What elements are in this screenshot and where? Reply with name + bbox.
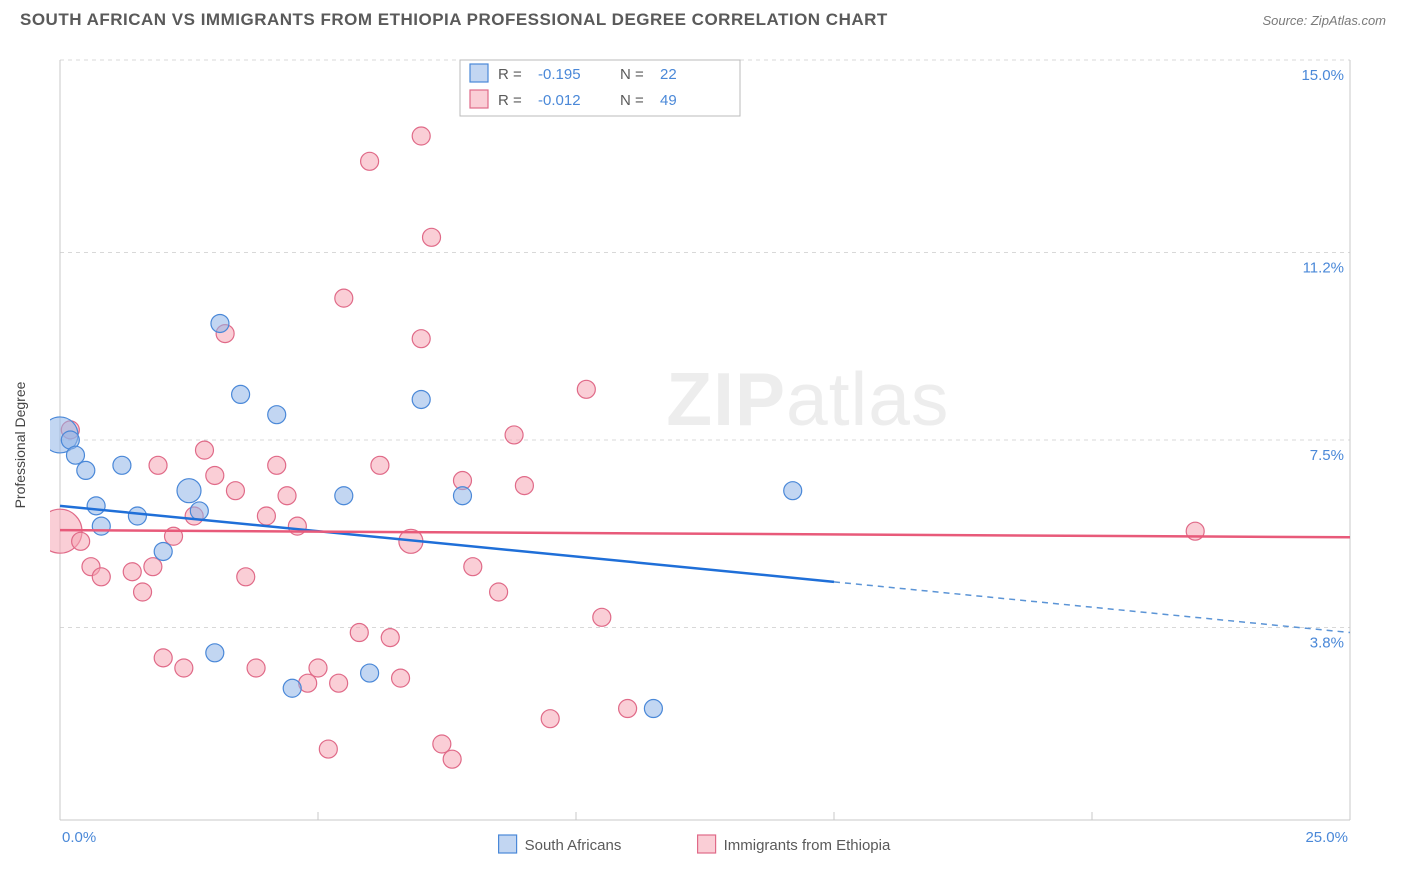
- data-point: [361, 664, 379, 682]
- data-point: [268, 456, 286, 474]
- data-point: [464, 558, 482, 576]
- data-point: [330, 674, 348, 692]
- svg-text:15.0%: 15.0%: [1301, 67, 1344, 84]
- data-point: [190, 502, 208, 520]
- svg-text:-0.195: -0.195: [538, 66, 581, 83]
- data-point: [177, 479, 201, 503]
- legend-label: South Africans: [525, 837, 622, 854]
- data-point: [175, 659, 193, 677]
- data-point: [154, 649, 172, 667]
- data-point: [443, 750, 461, 768]
- legend-swatch: [499, 835, 517, 853]
- data-point: [283, 679, 301, 697]
- data-point: [784, 482, 802, 500]
- svg-text:-0.012: -0.012: [538, 92, 581, 109]
- data-point: [619, 700, 637, 718]
- data-point: [92, 517, 110, 535]
- data-point: [278, 487, 296, 505]
- data-point: [113, 456, 131, 474]
- data-point: [123, 563, 141, 581]
- data-point: [87, 497, 105, 515]
- svg-text:25.0%: 25.0%: [1305, 829, 1348, 846]
- data-point: [195, 441, 213, 459]
- data-point: [72, 532, 90, 550]
- svg-text:11.2%: 11.2%: [1303, 260, 1344, 277]
- data-point: [335, 289, 353, 307]
- data-point: [644, 700, 662, 718]
- data-point: [505, 426, 523, 444]
- data-point: [453, 487, 471, 505]
- data-point: [128, 507, 146, 525]
- data-point: [335, 487, 353, 505]
- svg-text:N =: N =: [620, 92, 644, 109]
- data-point: [134, 583, 152, 601]
- data-point: [593, 608, 611, 626]
- data-point: [361, 152, 379, 170]
- svg-text:49: 49: [660, 92, 677, 109]
- svg-text:22: 22: [660, 66, 677, 83]
- data-point: [144, 558, 162, 576]
- data-point: [433, 735, 451, 753]
- data-point: [423, 228, 441, 246]
- data-point: [392, 669, 410, 687]
- legend-label: Immigrants from Ethiopia: [724, 837, 891, 854]
- data-point: [237, 568, 255, 586]
- data-point: [381, 629, 399, 647]
- scatter-chart: 15.0% 11.2% 7.5% 3.8% ZIPatlas 0.0% 25.0% R = -0…: [50, 45, 1370, 865]
- data-point: [577, 380, 595, 398]
- data-point: [206, 644, 224, 662]
- data-point: [515, 477, 533, 495]
- legend-swatch: [698, 835, 716, 853]
- data-point: [490, 583, 508, 601]
- svg-text:3.8%: 3.8%: [1310, 634, 1344, 651]
- data-point: [206, 466, 224, 484]
- svg-text:N =: N =: [620, 66, 644, 83]
- data-point: [257, 507, 275, 525]
- data-point: [371, 456, 389, 474]
- data-point: [232, 385, 250, 403]
- regression-extrapolation-blue: [834, 582, 1350, 633]
- data-point: [541, 710, 559, 728]
- y-axis-label: Professional Degree: [12, 382, 28, 509]
- data-point: [319, 740, 337, 758]
- svg-text:R =: R =: [498, 92, 522, 109]
- data-point: [154, 542, 172, 560]
- data-point: [309, 659, 327, 677]
- data-point: [77, 461, 95, 479]
- chart-title: SOUTH AFRICAN VS IMMIGRANTS FROM ETHIOPI…: [20, 10, 888, 30]
- data-point: [350, 624, 368, 642]
- source-label: Source: ZipAtlas.com: [1262, 13, 1386, 28]
- data-point: [412, 390, 430, 408]
- svg-text:7.5%: 7.5%: [1310, 447, 1344, 464]
- data-point: [247, 659, 265, 677]
- data-point: [412, 127, 430, 145]
- data-point: [211, 314, 229, 332]
- data-point: [92, 568, 110, 586]
- data-point: [66, 446, 84, 464]
- svg-text:0.0%: 0.0%: [62, 829, 96, 846]
- svg-text:ZIPatlas: ZIPatlas: [666, 357, 949, 441]
- regression-line-pink: [60, 530, 1350, 537]
- chart-area: Professional Degree 15.0%11.2%7.5%3.8%ZI…: [50, 45, 1370, 845]
- data-point: [412, 330, 430, 348]
- svg-text:R =: R =: [498, 66, 522, 83]
- data-point: [226, 482, 244, 500]
- data-point: [268, 406, 286, 424]
- data-point: [149, 456, 167, 474]
